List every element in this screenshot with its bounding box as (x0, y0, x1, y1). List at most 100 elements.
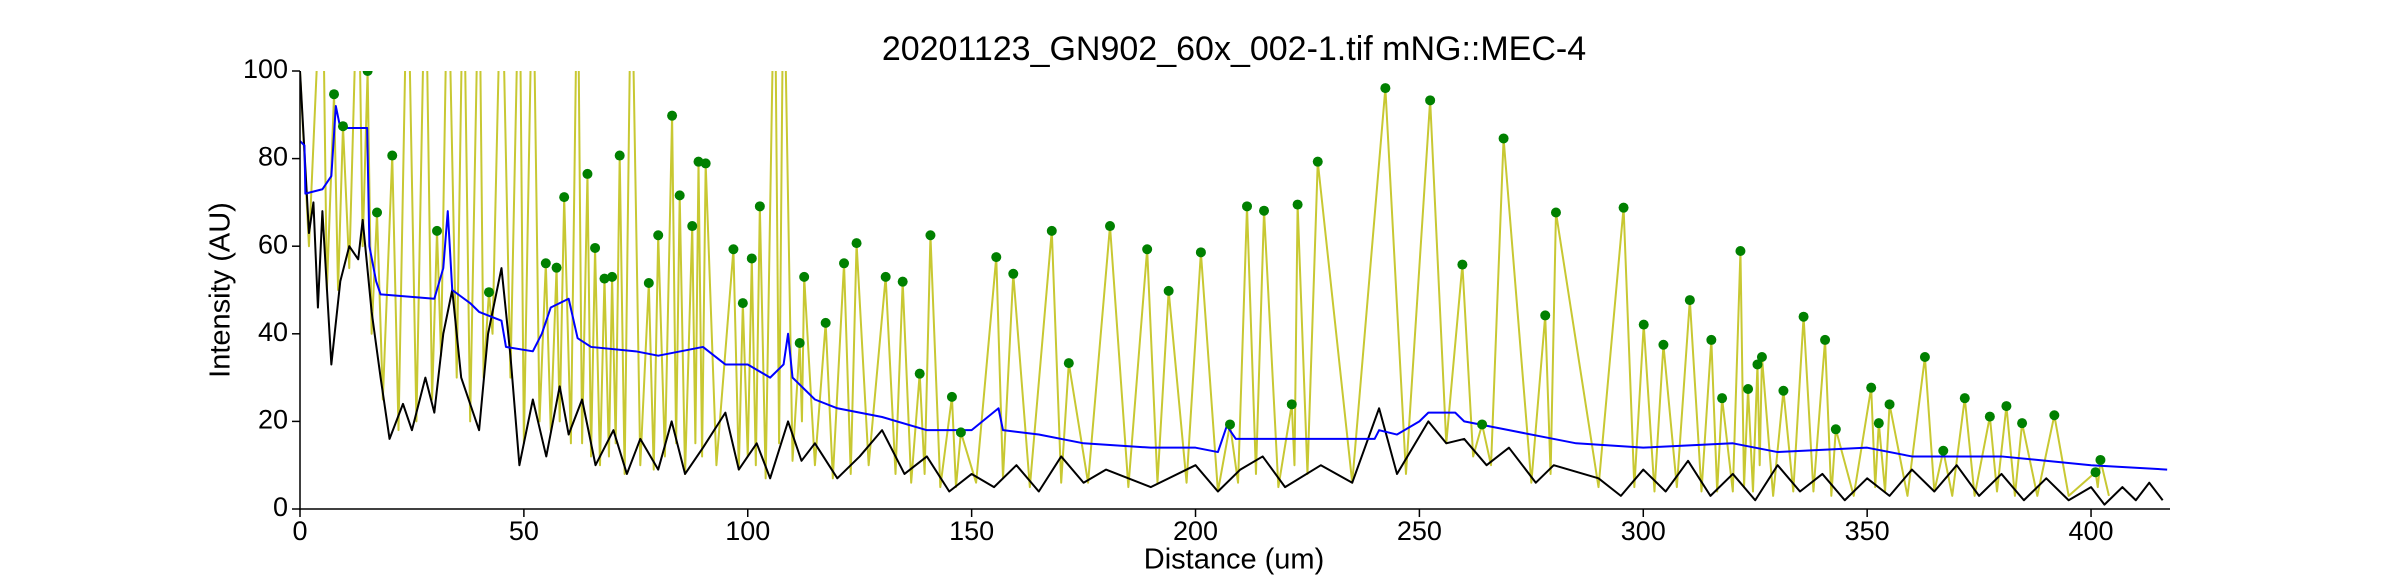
peak-marker (1959, 393, 1970, 404)
x-tick-label: 300 (1621, 516, 1666, 546)
peak-marker (1717, 393, 1728, 404)
peak-marker (914, 368, 925, 379)
peak-marker (1380, 83, 1391, 94)
peak-marker (1938, 445, 1949, 456)
peak-marker (667, 110, 678, 121)
peak-marker (955, 427, 966, 438)
peak-marker (582, 168, 593, 179)
peak-marker (607, 271, 618, 282)
peak-marker (991, 252, 1002, 263)
peak-marker (1046, 225, 1057, 236)
plot-area (300, 71, 2168, 506)
peak-marker (1224, 419, 1235, 430)
x-tick-label: 0 (292, 516, 307, 546)
y-tick-label: 40 (258, 317, 288, 347)
peak-marker (746, 253, 757, 264)
peak-marker (1550, 207, 1561, 218)
peak-marker (1104, 221, 1115, 232)
peak-marker (1259, 205, 1270, 216)
x-tick-label: 50 (509, 516, 539, 546)
peak-marker (1142, 244, 1153, 255)
peak-marker (674, 190, 685, 201)
x-tick-label: 150 (949, 516, 994, 546)
peak-marker (1752, 359, 1763, 370)
peak-marker (362, 71, 373, 76)
peak-marker (1984, 411, 1995, 422)
peak-marker (1008, 268, 1019, 279)
peak-marker (1195, 247, 1206, 258)
peak-marker (820, 317, 831, 328)
peak-marker (1873, 418, 1884, 429)
y-tick-label: 20 (258, 405, 288, 435)
peak-marker (1820, 334, 1831, 345)
peak-marker (372, 207, 383, 218)
peak-marker (737, 298, 748, 309)
peak-marker (1286, 399, 1297, 410)
peak-marker (1830, 424, 1841, 435)
intensity-line (300, 71, 2164, 506)
intensity-line (300, 105, 2168, 471)
peak-marker (1618, 202, 1629, 213)
peak-marker (1457, 259, 1468, 270)
peak-marker (1638, 319, 1649, 330)
peak-marker (1743, 383, 1754, 394)
peak-marker (880, 271, 891, 282)
peak-marker (1477, 419, 1488, 430)
peak-marker (1919, 352, 1930, 363)
peak-marker (897, 276, 908, 287)
peak-marker (925, 230, 936, 241)
peak-marker (599, 273, 610, 284)
peak-marker (614, 150, 625, 161)
peak-marker (799, 271, 810, 282)
y-tick-label: 0 (273, 492, 288, 522)
peak-marker (2090, 467, 2101, 478)
peak-marker (1778, 385, 1789, 396)
peak-marker (1866, 382, 1877, 393)
peak-marker (754, 201, 765, 212)
peak-marker (483, 287, 494, 298)
peak-marker (2049, 410, 2060, 421)
peak-marker (1242, 201, 1253, 212)
peak-marker (1292, 199, 1303, 210)
peak-marker (1540, 310, 1551, 321)
x-axis-label: Distance (um) (1144, 544, 1325, 576)
peak-marker (1658, 339, 1669, 350)
peak-marker (794, 337, 805, 348)
peak-marker (1798, 311, 1809, 322)
x-tick-label: 200 (1173, 516, 1218, 546)
peak-marker (337, 121, 348, 132)
x-tick-label: 400 (2069, 516, 2114, 546)
intensity-line (300, 71, 2110, 497)
peak-marker (1163, 285, 1174, 296)
peak-marker (432, 225, 443, 236)
peak-marker (687, 221, 698, 232)
peak-marker (387, 150, 398, 161)
peak-marker (559, 192, 570, 203)
peak-marker (329, 89, 340, 100)
peak-marker (590, 242, 601, 253)
peak-marker (643, 277, 654, 288)
y-axis-label: Intensity (AU) (205, 202, 237, 378)
peak-marker (1063, 358, 1074, 369)
peak-marker (1425, 95, 1436, 106)
peak-marker (2001, 401, 2012, 412)
peak-marker (653, 230, 664, 241)
x-tick-label: 350 (1845, 516, 1890, 546)
chart-title: 20201123_GN902_60x_002-1.tif mNG::MEC-4 (882, 30, 1586, 68)
peak-marker (700, 158, 711, 169)
y-tick-label: 100 (243, 54, 288, 84)
peak-marker (540, 258, 551, 269)
peak-marker (1498, 133, 1509, 144)
y-tick-label: 80 (258, 142, 288, 172)
peak-marker (946, 391, 957, 402)
y-tick-label: 60 (258, 229, 288, 259)
peak-marker (2095, 454, 2106, 465)
peak-marker (551, 262, 562, 273)
peak-marker (851, 238, 862, 249)
peak-marker (1312, 156, 1323, 167)
x-tick-label: 250 (1397, 516, 1442, 546)
peak-marker (839, 258, 850, 269)
x-tick-label: 100 (725, 516, 770, 546)
peak-marker (1684, 295, 1695, 306)
